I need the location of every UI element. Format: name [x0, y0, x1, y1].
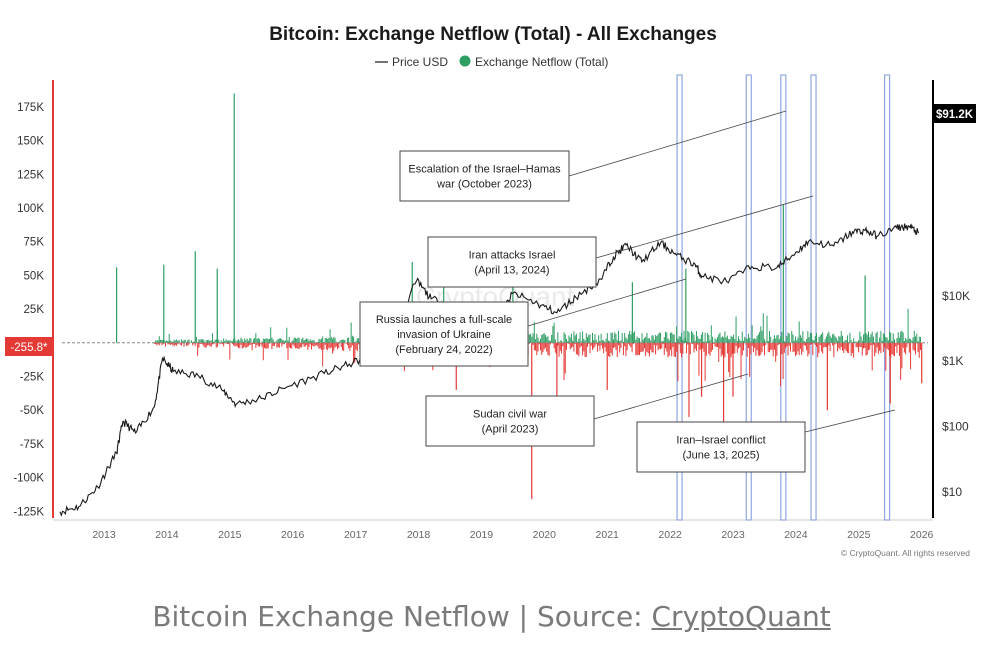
annotation-leader: [568, 110, 787, 177]
right-tick-label: $1K: [942, 354, 963, 368]
copyright: © CryptoQuant. All rights reserved: [841, 548, 970, 558]
annotation-leader: [595, 195, 814, 259]
x-tick-label: 2026: [910, 529, 934, 541]
annotation-box: [425, 395, 595, 447]
x-tick-label: 2022: [658, 529, 682, 541]
left-tick-label: -100K: [13, 473, 44, 485]
annotation-text: Sudan civil war: [473, 409, 547, 421]
current-price-value: $91.2K: [936, 109, 974, 121]
x-tick-label: 2023: [721, 529, 745, 541]
x-axis-ticks: 2013 2014 2015 2016 2017 2018 2019 2020 2021 2022…: [92, 529, 933, 541]
x-tick-label: 2015: [218, 529, 242, 541]
annotation-text: (April 2023): [482, 424, 539, 436]
left-tick-label: -25K: [20, 371, 45, 383]
right-tick-label: $100: [942, 420, 969, 434]
legend-netflow-label: Exchange Netflow (Total): [475, 55, 608, 69]
current-price-badge: $91.2K: [933, 104, 976, 123]
right-tick-label: $10K: [942, 289, 970, 303]
annotation-text: (April 13, 2024): [474, 265, 549, 277]
x-tick-label: 2025: [847, 529, 871, 541]
annotation-text: Iran–Israel conflict: [676, 435, 765, 447]
x-tick-label: 2024: [784, 529, 808, 541]
left-tick-label: 75K: [24, 237, 45, 249]
event-highlight-band: [745, 74, 752, 521]
annotation-text: Iran attacks Israel: [469, 250, 556, 262]
annotation-text: Escalation of the Israel–Hamas: [408, 164, 561, 176]
current-netflow-value: -255.8*: [10, 342, 48, 354]
annotation-box: [399, 150, 570, 202]
annotation-text: war (October 2023): [436, 179, 532, 191]
x-tick-label: 2016: [281, 529, 305, 541]
x-tick-label: 2014: [155, 529, 179, 541]
annotation-box: [427, 236, 597, 288]
annotation-box: [636, 421, 806, 473]
event-highlight-band: [810, 74, 817, 521]
event-highlights: [676, 74, 891, 521]
event-highlight-band: [780, 74, 787, 521]
left-tick-label: 150K: [17, 136, 44, 148]
left-tick-label: 125K: [17, 169, 44, 181]
left-tick-label: 50K: [24, 270, 45, 282]
outflow-bars: [153, 342, 921, 386]
price-line: [59, 223, 920, 517]
left-tick-label: 25K: [24, 304, 45, 316]
annotation-leader: [593, 373, 749, 420]
x-tick-label: 2021: [596, 529, 620, 541]
caption-prefix: Bitcoin Exchange Netflow | Source:: [152, 600, 652, 633]
left-tick-label: -125K: [13, 506, 44, 518]
x-tick-label: 2013: [92, 529, 116, 541]
legend-price-label: Price USD: [392, 55, 448, 69]
x-tick-label: 2017: [344, 529, 368, 541]
inflow-bars: [155, 308, 921, 343]
left-axis-ticks: 175K 150K 125K 100K 75K 50K 25K -25K -50K -75K -10…: [13, 102, 44, 518]
annotation-text: (February 24, 2022): [395, 344, 492, 356]
event-highlight-band: [676, 74, 683, 521]
source-link[interactable]: CryptoQuant: [651, 600, 831, 633]
right-axis-ticks: $10 $100 $1K $10K: [942, 289, 970, 499]
current-netflow-badge: -255.8*: [5, 337, 53, 356]
x-tick-label: 2019: [470, 529, 494, 541]
left-tick-label: -75K: [20, 439, 45, 451]
x-tick-label: 2018: [407, 529, 431, 541]
right-tick-label: $10: [942, 485, 962, 499]
annotation-text: (June 13, 2025): [682, 450, 759, 462]
annotation-text: invasion of Ukraine: [397, 329, 491, 341]
netflow-chart: Bitcoin: Exchange Netflow (Total) - All …: [5, 24, 976, 558]
annotation-box: [359, 301, 529, 367]
annotation-leader: [527, 278, 687, 327]
annotation-leader: [804, 409, 896, 433]
event-highlight-band: [884, 74, 891, 521]
caption: Bitcoin Exchange Netflow | Source: Crypt…: [0, 600, 983, 633]
chart-title: Bitcoin: Exchange Netflow (Total) - All …: [269, 24, 717, 45]
left-tick-label: -50K: [20, 405, 45, 417]
annotations: Escalation of the Israel–Hamas war (Octob…: [359, 110, 896, 473]
legend-netflow-marker: [459, 55, 471, 67]
annotation-text: Russia launches a full-scale: [376, 314, 512, 326]
legend: Price USD Exchange Netflow (Total): [375, 55, 608, 69]
left-tick-label: 175K: [17, 102, 44, 114]
left-tick-label: 100K: [17, 203, 44, 215]
x-tick-label: 2020: [533, 529, 557, 541]
